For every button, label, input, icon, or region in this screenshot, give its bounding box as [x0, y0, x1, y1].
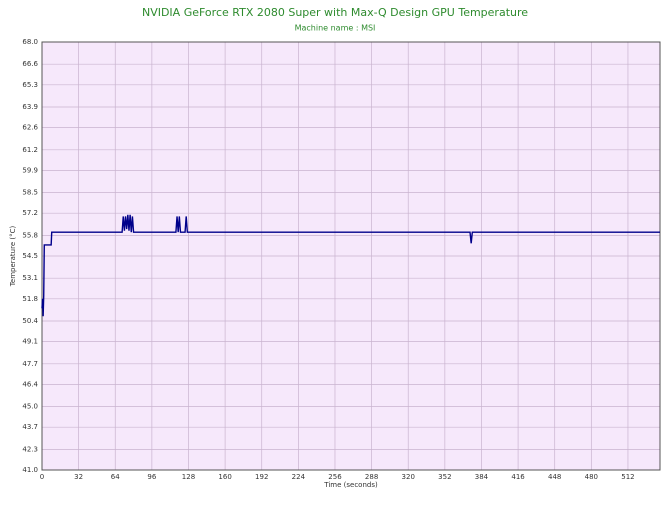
- y-axis-label: Temperature (°C): [9, 226, 17, 288]
- x-tick-label: 512: [621, 473, 634, 481]
- y-tick-label: 42.3: [22, 445, 38, 453]
- y-tick-label: 57.2: [22, 209, 38, 217]
- chart-subtitle: Machine name : MSI: [295, 24, 376, 33]
- x-tick-label: 320: [402, 473, 415, 481]
- y-tick-label: 45.0: [22, 403, 38, 411]
- y-tick-label: 61.2: [22, 146, 38, 154]
- x-tick-label: 448: [548, 473, 561, 481]
- x-tick-label: 352: [438, 473, 451, 481]
- x-tick-label: 96: [147, 473, 156, 481]
- y-tick-label: 46.4: [22, 380, 38, 388]
- y-tick-label: 49.1: [22, 338, 38, 346]
- x-tick-label: 64: [111, 473, 120, 481]
- y-tick-label: 68.0: [22, 38, 38, 46]
- x-tick-label: 0: [40, 473, 44, 481]
- chart-title: NVIDIA GeForce RTX 2080 Super with Max-Q…: [142, 6, 528, 19]
- x-tick-label: 288: [365, 473, 378, 481]
- y-tick-label: 66.6: [22, 60, 38, 68]
- x-tick-label: 32: [74, 473, 83, 481]
- x-tick-label: 224: [292, 473, 306, 481]
- x-tick-label: 192: [255, 473, 268, 481]
- y-tick-label: 65.3: [22, 81, 38, 89]
- y-tick-label: 58.5: [22, 189, 38, 197]
- y-tick-label: 47.7: [22, 360, 38, 368]
- x-tick-label: 384: [475, 473, 489, 481]
- y-tick-label: 43.7: [22, 423, 38, 431]
- y-tick-label: 53.1: [22, 274, 38, 282]
- y-tick-label: 41.0: [22, 466, 38, 474]
- y-tick-label: 55.8: [22, 231, 38, 239]
- x-tick-label: 128: [182, 473, 195, 481]
- y-tick-label: 62.6: [22, 124, 38, 132]
- y-tick-label: 63.9: [22, 103, 38, 111]
- y-tick-label: 54.5: [22, 252, 38, 260]
- data-line: [41, 214, 660, 317]
- y-tick-label: 50.4: [22, 317, 38, 325]
- x-tick-label: 480: [585, 473, 598, 481]
- plot-border: [41, 41, 661, 471]
- y-tick-label: 59.9: [22, 166, 38, 174]
- x-tick-label: 256: [328, 473, 342, 481]
- x-tick-label: 416: [511, 473, 525, 481]
- x-axis-label: Time (seconds): [323, 481, 378, 489]
- y-tick-label: 51.8: [22, 295, 38, 303]
- x-tick-label: 160: [218, 473, 231, 481]
